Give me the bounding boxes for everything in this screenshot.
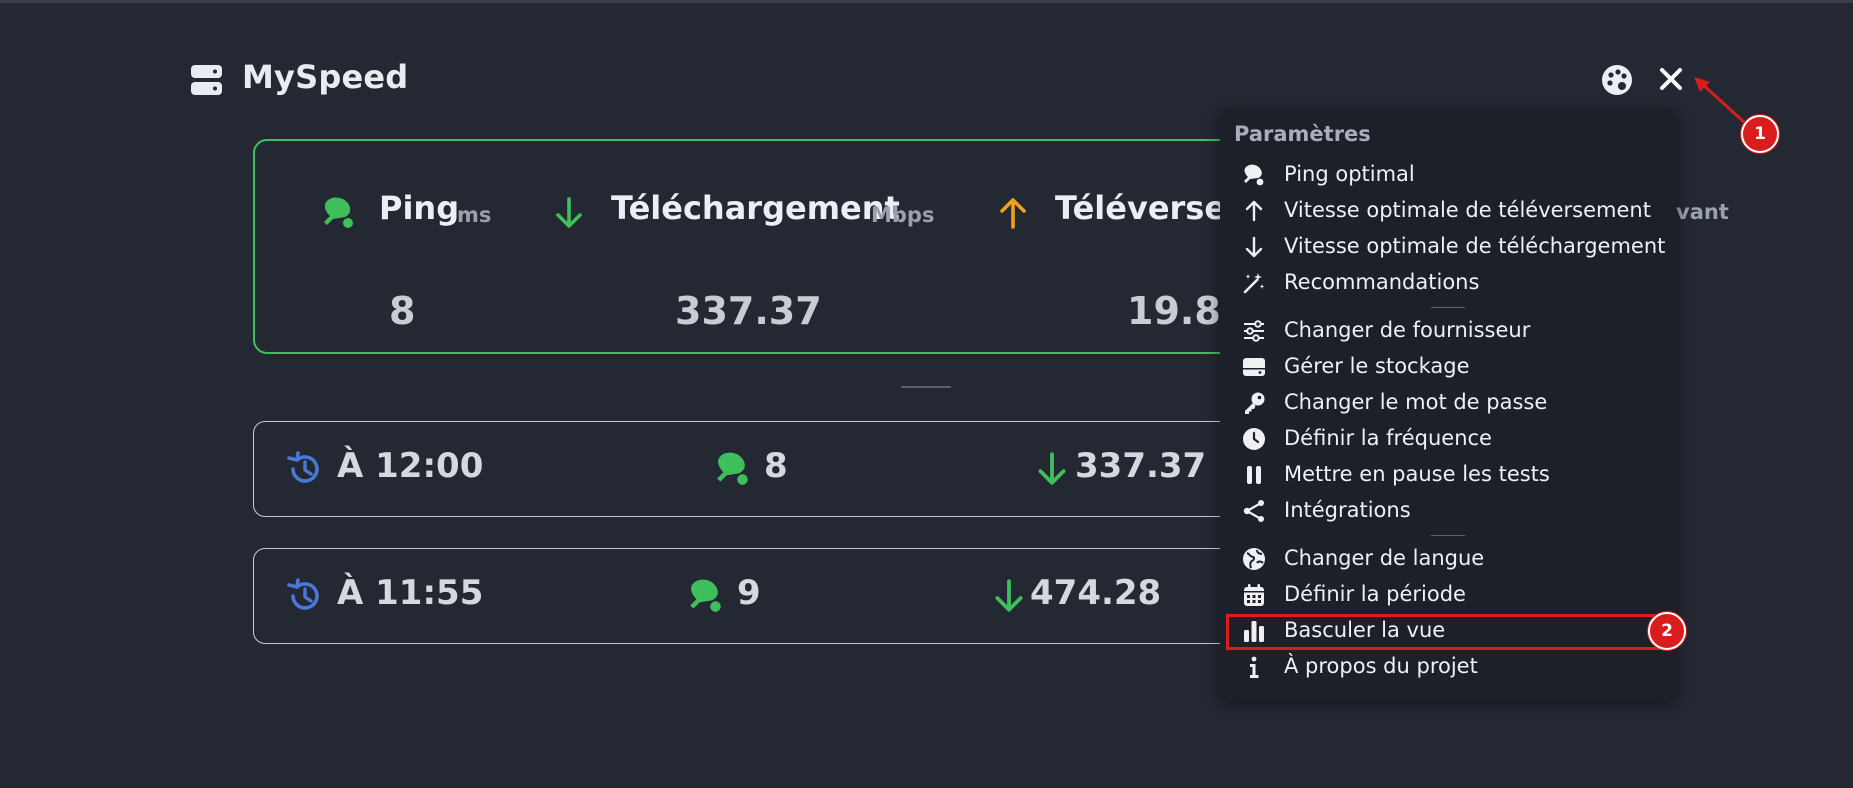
menu-item-change-provider[interactable]: Changer de fournisseur [1220, 314, 1676, 348]
history-icon [287, 451, 319, 483]
ping-pong-icon [690, 579, 721, 612]
sliders-icon [1244, 320, 1264, 342]
history-icon [287, 578, 319, 610]
palette-icon[interactable] [1600, 63, 1634, 97]
menu-item-label: Recommandations [1284, 270, 1480, 294]
menu-item-toggle-view[interactable]: Basculer la vue [1220, 614, 1676, 648]
download-value: 337.37 [675, 289, 822, 333]
menu-item-label: Définir la fréquence [1284, 426, 1492, 450]
menu-item-recommendations[interactable]: Recommandations [1220, 266, 1676, 300]
menu-item-label: Changer de fournisseur [1284, 318, 1531, 342]
menu-item-ping-optimal[interactable]: Ping optimal [1220, 158, 1676, 192]
arrow-down-icon [1245, 236, 1263, 258]
menu-item-pause-tests[interactable]: Mettre en pause les tests [1220, 458, 1676, 492]
history-download: 474.28 [1030, 573, 1162, 613]
history-download: 337.37 [1075, 446, 1207, 486]
menu-item-label: À propos du projet [1284, 654, 1478, 678]
upload-value: 19.8 [1127, 289, 1221, 333]
menu-item-label: Changer le mot de passe [1284, 390, 1548, 414]
history-time: À 11:55 [337, 573, 484, 613]
key-icon [1245, 392, 1265, 414]
ping-pong-icon [324, 197, 353, 228]
menu-item-label: Basculer la vue [1284, 618, 1446, 642]
arrow-up-icon [1245, 200, 1263, 222]
ping-unit: ms [457, 203, 492, 227]
annotation-badge-2: 2 [1648, 612, 1686, 650]
history-row[interactable]: À 11:55 9 474.28 [253, 548, 1593, 644]
partial-stat-label: vant [1676, 200, 1729, 224]
ping-pong-icon [717, 452, 748, 485]
clock-icon [1243, 428, 1265, 450]
menu-item-frequency[interactable]: Définir la fréquence [1220, 422, 1676, 456]
calendar-icon [1244, 584, 1264, 606]
annotation-highlight [1226, 614, 1666, 650]
server-icon [191, 65, 222, 95]
menu-item-label: Vitesse optimale de téléversement [1284, 198, 1651, 222]
menu-item-optimal-download[interactable]: Vitesse optimale de téléchargement [1220, 230, 1676, 264]
menu-item-integrations[interactable]: Intégrations [1220, 494, 1676, 528]
globe-icon [1243, 548, 1265, 570]
menu-item-label: Mettre en pause les tests [1284, 462, 1550, 486]
download-label: Téléchargement [611, 189, 900, 227]
info-icon [1250, 656, 1259, 678]
hard-drive-icon [1243, 358, 1265, 376]
close-icon[interactable] [1657, 65, 1685, 93]
menu-separator [1431, 535, 1465, 536]
menu-item-storage[interactable]: Gérer le stockage [1220, 350, 1676, 384]
ping-label: Ping [379, 189, 460, 227]
ping-value: 8 [389, 289, 416, 333]
menu-item-change-language[interactable]: Changer de langue [1220, 542, 1676, 576]
arrow-down-icon [1038, 452, 1066, 485]
menu-item-label: Gérer le stockage [1284, 354, 1470, 378]
menu-separator [1431, 307, 1465, 308]
menu-item-label: Intégrations [1284, 498, 1411, 522]
ping-pong-icon [1244, 164, 1264, 186]
menu-title: Paramètres [1234, 122, 1371, 146]
app-title: MySpeed [242, 58, 409, 96]
history-ping: 9 [737, 573, 761, 613]
menu-item-label: Vitesse optimale de téléchargement [1284, 234, 1666, 258]
history-ping: 8 [764, 446, 788, 486]
download-unit: Mbps [871, 203, 935, 227]
pause-icon [1247, 466, 1261, 484]
menu-item-period[interactable]: Définir la période [1220, 578, 1676, 612]
arrow-down-icon [556, 197, 582, 228]
arrow-up-icon [1000, 198, 1026, 229]
history-row[interactable]: À 12:00 8 337.37 [253, 421, 1593, 517]
annotation-badge-1: 1 [1741, 115, 1779, 153]
menu-item-about[interactable]: À propos du projet [1220, 650, 1676, 684]
arrow-down-icon [995, 579, 1023, 612]
bar-chart-icon [1244, 621, 1264, 642]
menu-item-label: Définir la période [1284, 582, 1466, 606]
integrations-icon [1243, 500, 1264, 522]
magic-wand-icon [1243, 273, 1265, 294]
menu-item-optimal-upload[interactable]: Vitesse optimale de téléversement [1220, 194, 1676, 228]
history-time: À 12:00 [337, 446, 484, 486]
menu-item-label: Changer de langue [1284, 546, 1485, 570]
settings-dropdown: Paramètres Ping optimal Vitesse optimale… [1220, 108, 1676, 700]
annotation-arrow [1694, 77, 1746, 124]
section-divider [901, 386, 951, 388]
top-border [0, 0, 1853, 3]
menu-item-label: Ping optimal [1284, 162, 1415, 186]
menu-item-change-password[interactable]: Changer le mot de passe [1220, 386, 1676, 420]
